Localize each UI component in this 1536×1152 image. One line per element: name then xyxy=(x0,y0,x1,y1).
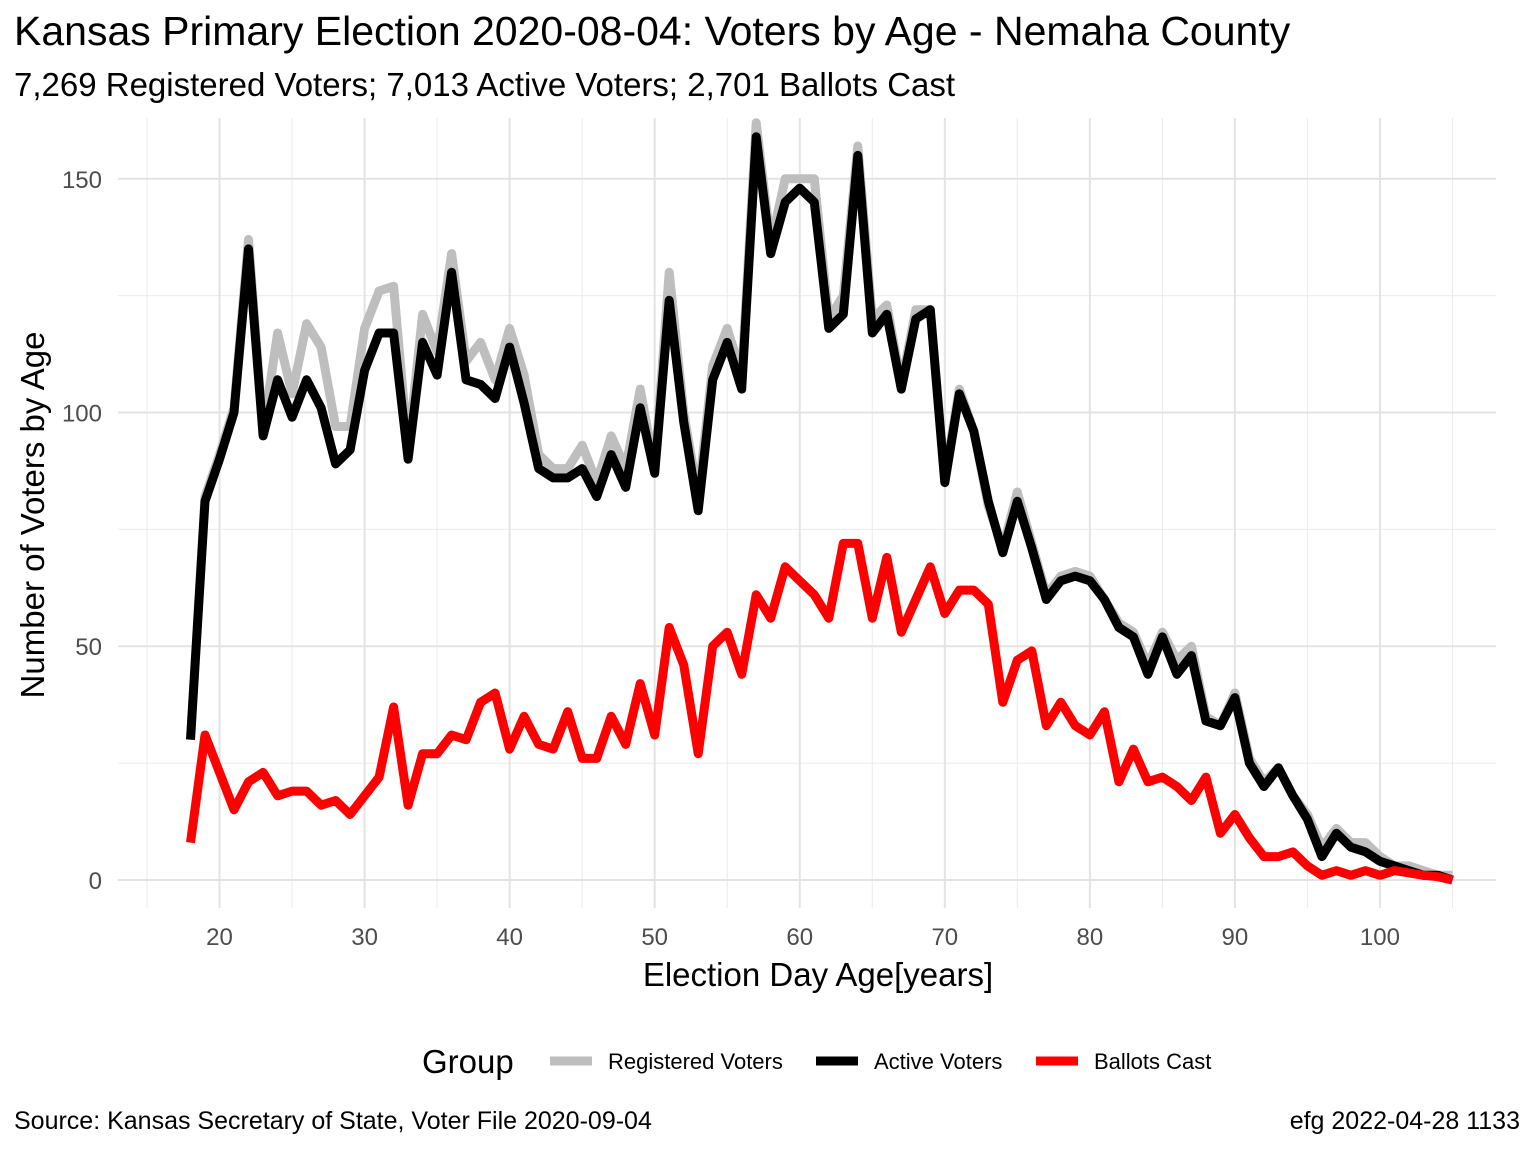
series-line-ballots-cast xyxy=(186,538,1454,885)
credit-caption: efg 2022-04-28 1133 xyxy=(1289,1107,1520,1135)
y-tick-label: 0 xyxy=(89,868,102,895)
legend: Group Registered Voters Active Voters Ball… xyxy=(422,1043,1211,1080)
x-axis-label: Election Day Age[years] xyxy=(643,956,993,993)
y-axis-tick-labels: 0 50 100 150 xyxy=(62,167,102,895)
y-tick-label: 150 xyxy=(62,167,102,194)
x-tick-label: 30 xyxy=(351,924,378,951)
legend-title: Group xyxy=(422,1043,514,1080)
chart-title: Kansas Primary Election 2020-08-04: Vote… xyxy=(14,8,1291,54)
x-axis-tick-labels: 20 30 40 50 60 70 80 90 100 xyxy=(206,924,1400,951)
y-tick-label: 50 xyxy=(75,634,102,661)
x-tick-label: 100 xyxy=(1360,924,1400,951)
source-caption: Source: Kansas Secretary of State, Voter… xyxy=(14,1107,652,1135)
legend-label-ballots-cast: Ballots Cast xyxy=(1094,1049,1211,1074)
legend-label-registered-voters: Registered Voters xyxy=(608,1049,783,1074)
series-lines xyxy=(186,118,1454,885)
x-tick-label: 80 xyxy=(1077,924,1104,951)
x-tick-label: 40 xyxy=(496,924,523,951)
x-tick-label: 50 xyxy=(641,924,668,951)
legend-label-active-voters: Active Voters xyxy=(874,1049,1002,1074)
x-tick-label: 60 xyxy=(786,924,813,951)
x-tick-label: 90 xyxy=(1222,924,1249,951)
y-tick-label: 100 xyxy=(62,400,102,427)
x-tick-label: 70 xyxy=(931,924,958,951)
series-line-active-voters xyxy=(186,132,1454,885)
chart-subtitle: 7,269 Registered Voters; 7,013 Active Vo… xyxy=(14,66,956,103)
y-axis-label: Number of Voters by Age xyxy=(14,332,51,699)
x-tick-label: 20 xyxy=(206,924,233,951)
